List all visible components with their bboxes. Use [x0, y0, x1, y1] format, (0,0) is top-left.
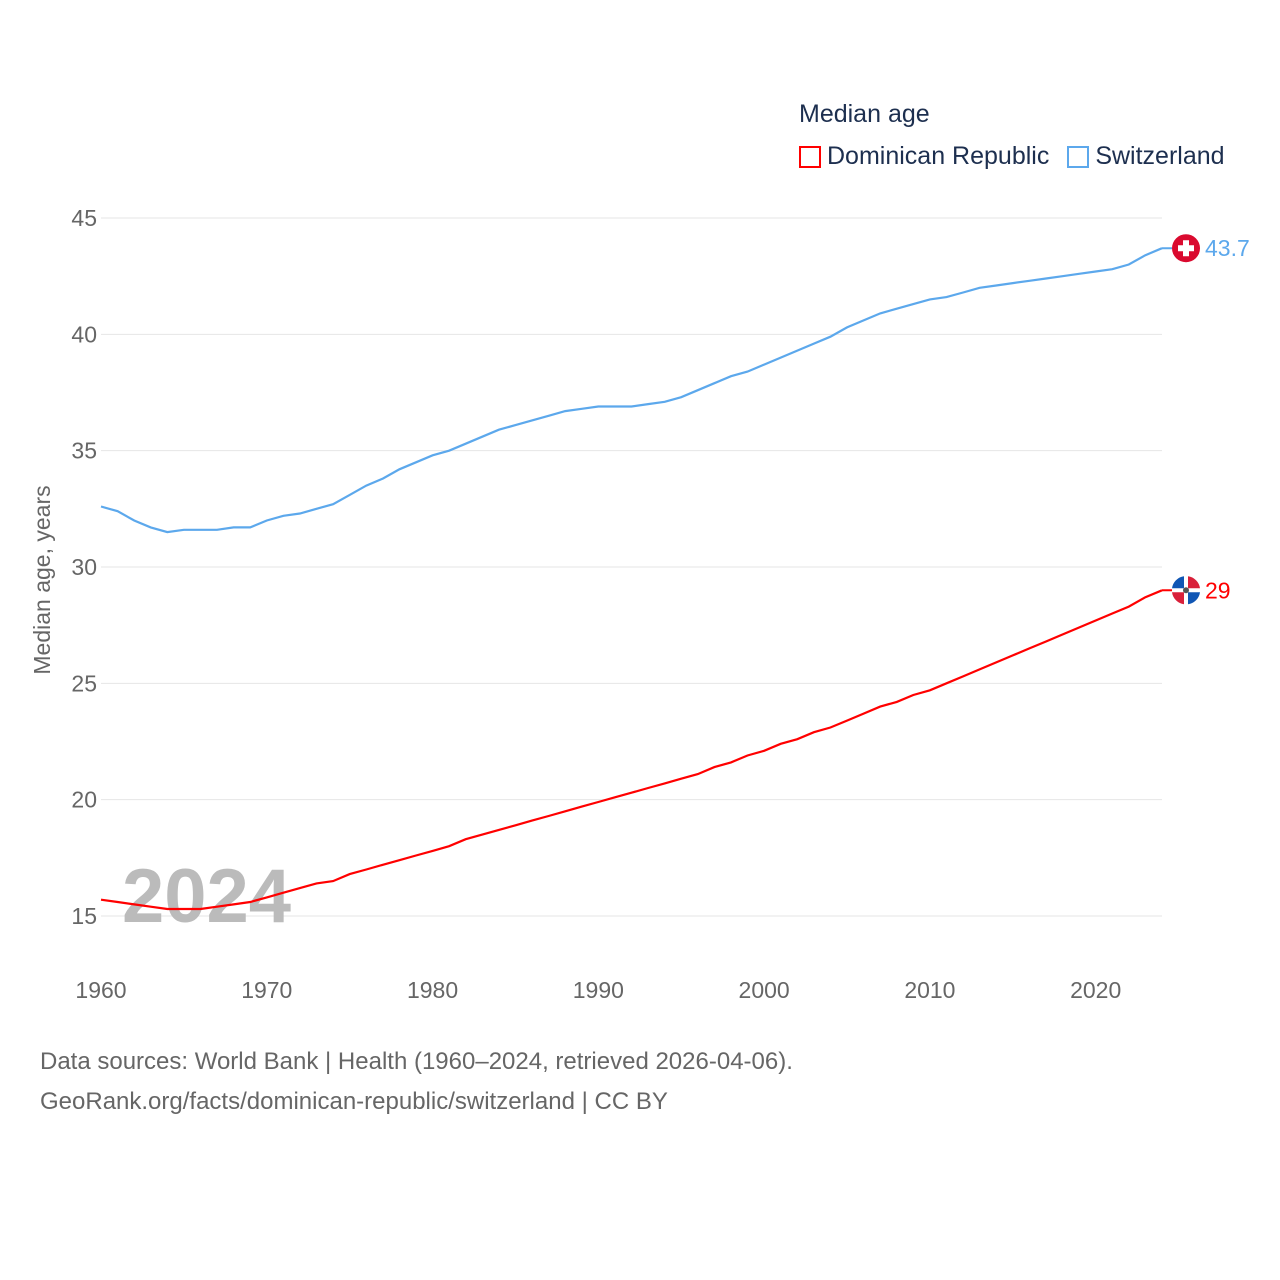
end-value-label: 29 [1205, 577, 1231, 603]
x-tick-label: 1990 [573, 977, 624, 1003]
legend-item-dominican-republic[interactable]: Dominican Republic [799, 142, 1049, 171]
end-value-label: 43.7 [1205, 235, 1250, 261]
dominican-republic-flag-icon [1172, 576, 1200, 605]
source-link[interactable]: GeoRank.org/facts/dominican-republic/swi… [40, 1088, 668, 1115]
x-tick-label: 2000 [739, 977, 790, 1003]
data-source-text: Data sources: World Bank | Health (1960–… [40, 1048, 793, 1075]
y-tick-label: 40 [71, 321, 97, 347]
legend-item-switzerland[interactable]: Switzerland [1067, 142, 1225, 171]
y-tick-label: 45 [71, 205, 97, 231]
x-tick-label: 1970 [241, 977, 292, 1003]
x-tick-label: 2020 [1070, 977, 1121, 1003]
legend-label: Switzerland [1095, 142, 1225, 170]
legend: Dominican Republic Switzerland [799, 142, 1225, 171]
x-tick-label: 1980 [407, 977, 458, 1003]
legend-title: Median age [799, 100, 930, 128]
line-chart: 15 20 25 30 35 40 45 1960 1970 1980 1990 2000 2010 20… [29, 205, 1250, 1003]
y-tick-label: 35 [71, 438, 97, 464]
series-line-switzerland [100, 247, 1163, 534]
x-tick-label: 1960 [75, 977, 126, 1003]
footer: Data sources: World Bank | Health (1960–… [40, 1042, 793, 1122]
y-tick-label: 20 [71, 787, 97, 813]
series-line-dominican-republic [100, 589, 1163, 911]
y-tick-label: 25 [71, 670, 97, 696]
switzerland-flag-icon [1172, 234, 1200, 263]
y-tick-label: 30 [71, 554, 97, 580]
legend-label: Dominican Republic [827, 142, 1050, 170]
legend-swatch [799, 145, 821, 168]
year-watermark: 2024 [122, 854, 291, 939]
y-axis-label: Median age, years [29, 485, 55, 674]
legend-swatch [1067, 145, 1090, 168]
x-tick-label: 2010 [904, 977, 955, 1003]
y-tick-label: 15 [71, 903, 97, 929]
